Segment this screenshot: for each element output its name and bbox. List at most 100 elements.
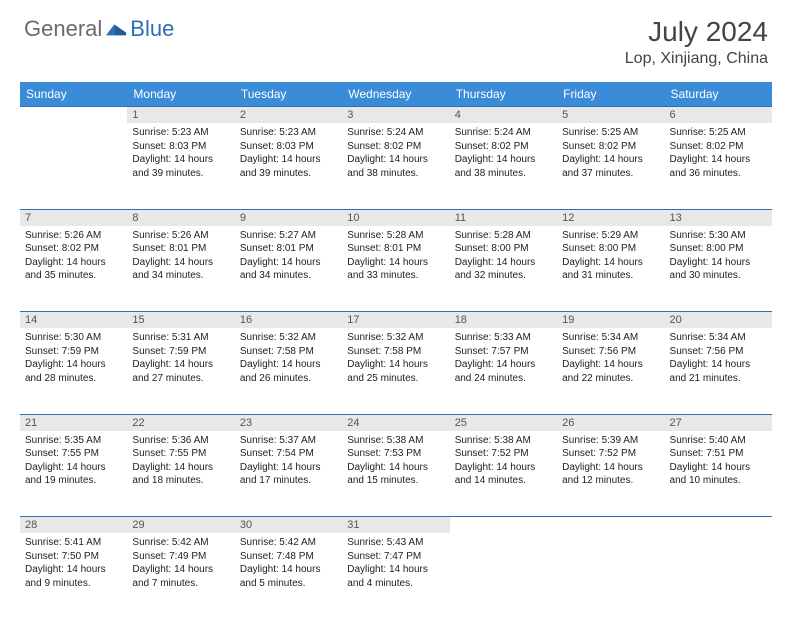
day-number: 29 xyxy=(127,517,234,533)
daynum-cell: 14 xyxy=(20,312,127,329)
day-cell xyxy=(557,533,664,619)
daynum-row: 14151617181920 xyxy=(20,312,772,329)
sunrise-line: Sunrise: 5:40 AM xyxy=(670,434,767,448)
day-number xyxy=(665,517,772,521)
sunrise-line: Sunrise: 5:36 AM xyxy=(132,434,229,448)
sunrise-line: Sunrise: 5:38 AM xyxy=(455,434,552,448)
day-cell: Sunrise: 5:23 AMSunset: 8:03 PMDaylight:… xyxy=(127,123,234,209)
day-number: 31 xyxy=(342,517,449,533)
day-details: Sunrise: 5:41 AMSunset: 7:50 PMDaylight:… xyxy=(20,533,127,596)
day-number: 22 xyxy=(127,415,234,431)
daynum-row: 78910111213 xyxy=(20,209,772,226)
day-details: Sunrise: 5:28 AMSunset: 8:00 PMDaylight:… xyxy=(450,226,557,289)
day-cell: Sunrise: 5:27 AMSunset: 8:01 PMDaylight:… xyxy=(235,226,342,312)
sunset-line: Sunset: 8:00 PM xyxy=(455,242,552,256)
day-cell: Sunrise: 5:24 AMSunset: 8:02 PMDaylight:… xyxy=(342,123,449,209)
daylight-line: Daylight: 14 hours and 14 minutes. xyxy=(455,461,552,488)
calendar-table: Sunday Monday Tuesday Wednesday Thursday… xyxy=(20,82,772,619)
day-cell: Sunrise: 5:32 AMSunset: 7:58 PMDaylight:… xyxy=(235,328,342,414)
daynum-cell: 2 xyxy=(235,107,342,124)
sunset-line: Sunset: 7:48 PM xyxy=(240,550,337,564)
sunset-line: Sunset: 8:02 PM xyxy=(347,140,444,154)
day-cell xyxy=(20,123,127,209)
day-number: 13 xyxy=(665,210,772,226)
day-cell: Sunrise: 5:40 AMSunset: 7:51 PMDaylight:… xyxy=(665,431,772,517)
sunset-line: Sunset: 8:01 PM xyxy=(132,242,229,256)
daylight-line: Daylight: 14 hours and 7 minutes. xyxy=(132,563,229,590)
day-number xyxy=(20,107,127,111)
sunrise-line: Sunrise: 5:30 AM xyxy=(25,331,122,345)
day-details: Sunrise: 5:36 AMSunset: 7:55 PMDaylight:… xyxy=(127,431,234,494)
sunset-line: Sunset: 7:58 PM xyxy=(240,345,337,359)
daynum-cell: 13 xyxy=(665,209,772,226)
sunset-line: Sunset: 7:52 PM xyxy=(455,447,552,461)
day-details: Sunrise: 5:30 AMSunset: 8:00 PMDaylight:… xyxy=(665,226,772,289)
day-cell: Sunrise: 5:30 AMSunset: 7:59 PMDaylight:… xyxy=(20,328,127,414)
day-details xyxy=(665,533,772,542)
weekday-header: Saturday xyxy=(665,82,772,107)
daylight-line: Daylight: 14 hours and 37 minutes. xyxy=(562,153,659,180)
day-number: 26 xyxy=(557,415,664,431)
day-details: Sunrise: 5:35 AMSunset: 7:55 PMDaylight:… xyxy=(20,431,127,494)
daynum-cell xyxy=(665,517,772,534)
day-details: Sunrise: 5:25 AMSunset: 8:02 PMDaylight:… xyxy=(557,123,664,186)
day-content-row: Sunrise: 5:23 AMSunset: 8:03 PMDaylight:… xyxy=(20,123,772,209)
day-cell: Sunrise: 5:42 AMSunset: 7:49 PMDaylight:… xyxy=(127,533,234,619)
day-details: Sunrise: 5:38 AMSunset: 7:53 PMDaylight:… xyxy=(342,431,449,494)
day-content-row: Sunrise: 5:30 AMSunset: 7:59 PMDaylight:… xyxy=(20,328,772,414)
daylight-line: Daylight: 14 hours and 5 minutes. xyxy=(240,563,337,590)
day-details: Sunrise: 5:28 AMSunset: 8:01 PMDaylight:… xyxy=(342,226,449,289)
sunrise-line: Sunrise: 5:27 AM xyxy=(240,229,337,243)
daynum-cell xyxy=(557,517,664,534)
day-cell: Sunrise: 5:25 AMSunset: 8:02 PMDaylight:… xyxy=(665,123,772,209)
sunset-line: Sunset: 7:47 PM xyxy=(347,550,444,564)
day-cell: Sunrise: 5:38 AMSunset: 7:52 PMDaylight:… xyxy=(450,431,557,517)
day-number: 8 xyxy=(127,210,234,226)
day-cell: Sunrise: 5:37 AMSunset: 7:54 PMDaylight:… xyxy=(235,431,342,517)
sunset-line: Sunset: 8:03 PM xyxy=(240,140,337,154)
day-details: Sunrise: 5:25 AMSunset: 8:02 PMDaylight:… xyxy=(665,123,772,186)
title-block: July 2024 Lop, Xinjiang, China xyxy=(625,16,768,68)
daylight-line: Daylight: 14 hours and 4 minutes. xyxy=(347,563,444,590)
day-number: 10 xyxy=(342,210,449,226)
day-cell: Sunrise: 5:31 AMSunset: 7:59 PMDaylight:… xyxy=(127,328,234,414)
day-cell: Sunrise: 5:29 AMSunset: 8:00 PMDaylight:… xyxy=(557,226,664,312)
daynum-cell: 28 xyxy=(20,517,127,534)
daylight-line: Daylight: 14 hours and 30 minutes. xyxy=(670,256,767,283)
day-details: Sunrise: 5:38 AMSunset: 7:52 PMDaylight:… xyxy=(450,431,557,494)
daynum-cell xyxy=(450,517,557,534)
day-cell: Sunrise: 5:39 AMSunset: 7:52 PMDaylight:… xyxy=(557,431,664,517)
daylight-line: Daylight: 14 hours and 9 minutes. xyxy=(25,563,122,590)
sunset-line: Sunset: 8:02 PM xyxy=(562,140,659,154)
day-details: Sunrise: 5:32 AMSunset: 7:58 PMDaylight:… xyxy=(235,328,342,391)
weekday-header: Wednesday xyxy=(342,82,449,107)
day-details xyxy=(450,533,557,542)
brand-word-2: Blue xyxy=(130,16,174,42)
day-cell: Sunrise: 5:32 AMSunset: 7:58 PMDaylight:… xyxy=(342,328,449,414)
daynum-cell: 7 xyxy=(20,209,127,226)
sunrise-line: Sunrise: 5:43 AM xyxy=(347,536,444,550)
day-number: 1 xyxy=(127,107,234,123)
day-content-row: Sunrise: 5:35 AMSunset: 7:55 PMDaylight:… xyxy=(20,431,772,517)
sunset-line: Sunset: 8:02 PM xyxy=(670,140,767,154)
day-cell: Sunrise: 5:43 AMSunset: 7:47 PMDaylight:… xyxy=(342,533,449,619)
day-cell: Sunrise: 5:42 AMSunset: 7:48 PMDaylight:… xyxy=(235,533,342,619)
daynum-cell: 6 xyxy=(665,107,772,124)
day-number: 6 xyxy=(665,107,772,123)
daynum-cell: 15 xyxy=(127,312,234,329)
day-cell: Sunrise: 5:38 AMSunset: 7:53 PMDaylight:… xyxy=(342,431,449,517)
sunset-line: Sunset: 8:02 PM xyxy=(25,242,122,256)
day-cell xyxy=(665,533,772,619)
day-details: Sunrise: 5:33 AMSunset: 7:57 PMDaylight:… xyxy=(450,328,557,391)
day-details: Sunrise: 5:23 AMSunset: 8:03 PMDaylight:… xyxy=(127,123,234,186)
day-number: 30 xyxy=(235,517,342,533)
day-cell: Sunrise: 5:26 AMSunset: 8:02 PMDaylight:… xyxy=(20,226,127,312)
day-cell: Sunrise: 5:41 AMSunset: 7:50 PMDaylight:… xyxy=(20,533,127,619)
weekday-header: Sunday xyxy=(20,82,127,107)
day-details xyxy=(20,123,127,132)
daynum-cell: 4 xyxy=(450,107,557,124)
sunrise-line: Sunrise: 5:39 AM xyxy=(562,434,659,448)
daylight-line: Daylight: 14 hours and 28 minutes. xyxy=(25,358,122,385)
daylight-line: Daylight: 14 hours and 26 minutes. xyxy=(240,358,337,385)
day-number: 17 xyxy=(342,312,449,328)
